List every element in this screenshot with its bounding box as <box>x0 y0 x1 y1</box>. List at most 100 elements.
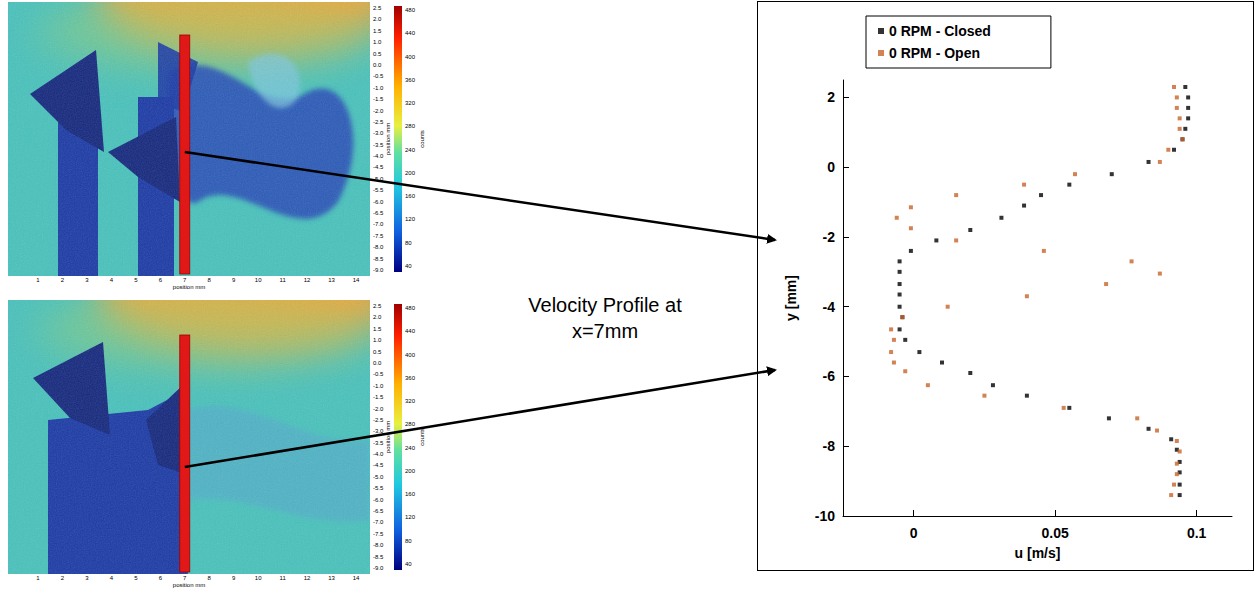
svg-text:2: 2 <box>61 277 65 283</box>
svg-text:240: 240 <box>405 445 416 451</box>
svg-text:-8.0: -8.0 <box>373 244 384 250</box>
svg-text:1: 1 <box>36 575 40 581</box>
svg-text:0: 0 <box>910 525 918 541</box>
svg-text:-4.5: -4.5 <box>373 462 384 468</box>
svg-text:-3.0: -3.0 <box>373 130 384 136</box>
svg-text:480: 480 <box>405 305 416 311</box>
svg-text:position mm: position mm <box>385 421 391 453</box>
svg-text:-2.5: -2.5 <box>373 417 384 423</box>
svg-text:-2.5: -2.5 <box>373 119 384 125</box>
svg-text:-6.0: -6.0 <box>373 497 384 503</box>
svg-text:-5.0: -5.0 <box>373 474 384 480</box>
svg-text:-3.5: -3.5 <box>373 440 384 446</box>
svg-text:440: 440 <box>405 30 416 36</box>
svg-text:position mm: position mm <box>385 123 391 155</box>
svg-text:-2.0: -2.0 <box>373 108 384 114</box>
svg-text:-8.5: -8.5 <box>373 256 384 262</box>
svg-text:2.0: 2.0 <box>373 16 382 22</box>
svg-text:-2.0: -2.0 <box>373 406 384 412</box>
svg-text:-8.5: -8.5 <box>373 554 384 560</box>
svg-text:counts: counts <box>419 428 425 446</box>
svg-text:11: 11 <box>279 575 286 581</box>
svg-text:9: 9 <box>232 277 236 283</box>
svg-text:-0.5: -0.5 <box>373 371 384 377</box>
svg-text:5: 5 <box>134 277 138 283</box>
svg-text:-7.5: -7.5 <box>373 233 384 239</box>
svg-text:-2: -2 <box>823 229 836 245</box>
svg-text:120: 120 <box>405 514 416 520</box>
svg-text:6: 6 <box>159 277 163 283</box>
svg-text:480: 480 <box>405 7 416 13</box>
svg-text:-5.5: -5.5 <box>373 187 384 193</box>
svg-text:-1.5: -1.5 <box>373 96 384 102</box>
svg-text:2.5: 2.5 <box>373 303 382 309</box>
svg-text:40: 40 <box>405 263 412 269</box>
svg-text:1.0: 1.0 <box>373 337 382 343</box>
svg-text:-9.0: -9.0 <box>373 267 384 273</box>
svg-text:320: 320 <box>405 398 416 404</box>
svg-text:1.0: 1.0 <box>373 39 382 45</box>
svg-text:0.5: 0.5 <box>373 51 382 57</box>
svg-text:-4.0: -4.0 <box>373 451 384 457</box>
svg-text:position mm: position mm <box>173 284 205 290</box>
svg-text:-5.0: -5.0 <box>373 176 384 182</box>
svg-text:-6.5: -6.5 <box>373 210 384 216</box>
svg-text:13: 13 <box>328 277 335 283</box>
svg-text:0: 0 <box>827 159 835 175</box>
svg-text:-0.5: -0.5 <box>373 73 384 79</box>
svg-text:360: 360 <box>405 375 416 381</box>
svg-text:-3.5: -3.5 <box>373 142 384 148</box>
svg-text:9: 9 <box>232 575 236 581</box>
svg-text:-7.0: -7.0 <box>373 519 384 525</box>
svg-text:360: 360 <box>405 77 416 83</box>
svg-text:y [mm]: y [mm] <box>783 275 799 321</box>
svg-text:1.5: 1.5 <box>373 28 382 34</box>
svg-text:160: 160 <box>405 193 416 199</box>
svg-text:1: 1 <box>36 277 40 283</box>
svg-text:-1.0: -1.0 <box>373 85 384 91</box>
svg-text:2: 2 <box>61 575 65 581</box>
svg-text:0 RPM - Open: 0 RPM - Open <box>889 45 980 61</box>
svg-text:440: 440 <box>405 328 416 334</box>
svg-text:-5.5: -5.5 <box>373 485 384 491</box>
svg-text:-7.0: -7.0 <box>373 221 384 227</box>
svg-text:320: 320 <box>405 100 416 106</box>
svg-text:-1.5: -1.5 <box>373 394 384 400</box>
svg-text:280: 280 <box>405 421 416 427</box>
svg-text:80: 80 <box>405 240 412 246</box>
svg-text:12: 12 <box>304 277 311 283</box>
svg-text:14: 14 <box>353 277 360 283</box>
svg-text:4: 4 <box>110 575 114 581</box>
svg-text:-4: -4 <box>823 299 836 315</box>
svg-text:0.5: 0.5 <box>373 349 382 355</box>
svg-text:11: 11 <box>279 277 286 283</box>
svg-text:0.0: 0.0 <box>373 62 382 68</box>
svg-text:0 RPM - Closed: 0 RPM - Closed <box>889 23 991 39</box>
svg-text:120: 120 <box>405 216 416 222</box>
svg-text:12: 12 <box>304 575 311 581</box>
svg-text:-8: -8 <box>823 438 836 454</box>
svg-text:0.1: 0.1 <box>1187 525 1207 541</box>
svg-text:-6: -6 <box>823 368 836 384</box>
svg-text:2.5: 2.5 <box>373 5 382 11</box>
svg-text:400: 400 <box>405 54 416 60</box>
svg-text:1.5: 1.5 <box>373 326 382 332</box>
svg-text:400: 400 <box>405 352 416 358</box>
svg-text:-7.5: -7.5 <box>373 531 384 537</box>
svg-text:240: 240 <box>405 147 416 153</box>
svg-text:5: 5 <box>134 575 138 581</box>
svg-text:200: 200 <box>405 170 416 176</box>
svg-text:0.05: 0.05 <box>1042 525 1069 541</box>
svg-text:14: 14 <box>353 575 360 581</box>
svg-text:-9.0: -9.0 <box>373 565 384 571</box>
svg-text:7: 7 <box>183 277 187 283</box>
svg-text:280: 280 <box>405 123 416 129</box>
svg-text:-1.0: -1.0 <box>373 383 384 389</box>
svg-text:2.0: 2.0 <box>373 314 382 320</box>
svg-text:10: 10 <box>255 277 262 283</box>
svg-text:7: 7 <box>183 575 187 581</box>
svg-text:4: 4 <box>110 277 114 283</box>
svg-text:200: 200 <box>405 468 416 474</box>
svg-text:80: 80 <box>405 538 412 544</box>
svg-text:-8.0: -8.0 <box>373 542 384 548</box>
